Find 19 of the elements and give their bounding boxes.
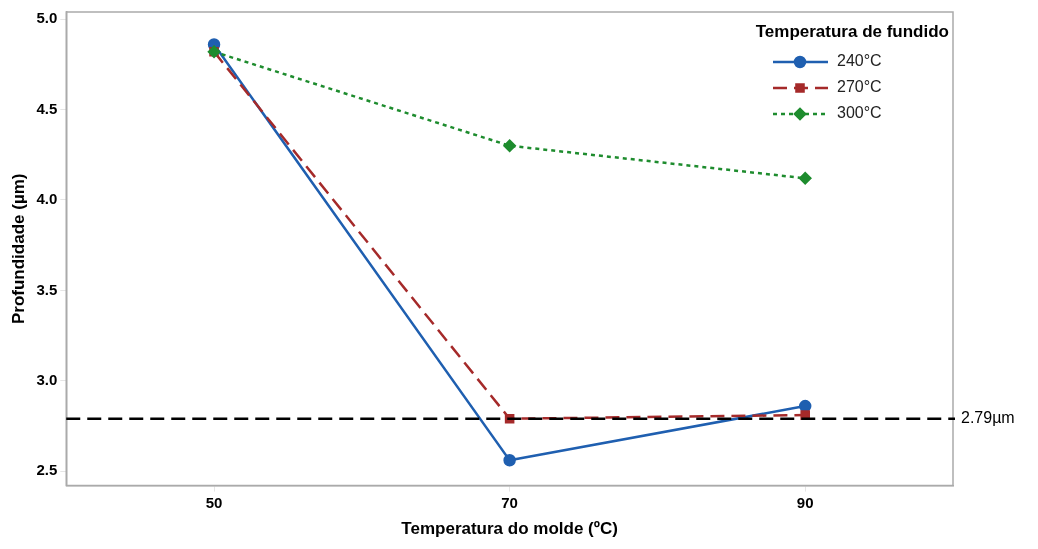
y-axis-title: Profundidade (µm)	[8, 173, 28, 325]
y-tick-label: 4.5	[36, 99, 58, 117]
y-tick-label: 3.0	[36, 370, 58, 388]
point	[798, 172, 812, 185]
y-tick-label: 5.0	[36, 9, 58, 27]
x-axis-title: Temperatura do molde (ºC)	[401, 519, 618, 539]
y-tick-label: 2.5	[36, 461, 58, 479]
y-tick-label: 3.5	[36, 280, 58, 298]
x-tick-label: 50	[205, 493, 223, 511]
ref-line-label: 2.79µm	[961, 409, 1015, 427]
legend-label: 270°C	[837, 78, 882, 96]
x-tick-label: 90	[796, 493, 814, 511]
point	[503, 454, 516, 467]
legend-title: Temperatura de fundido	[755, 21, 949, 41]
legend-label: 240°C	[837, 52, 882, 70]
legend-label: 300°C	[837, 104, 882, 122]
point	[503, 139, 516, 153]
x-tick-label: 70	[501, 493, 518, 511]
y-tick-label: 4.0	[36, 190, 58, 208]
